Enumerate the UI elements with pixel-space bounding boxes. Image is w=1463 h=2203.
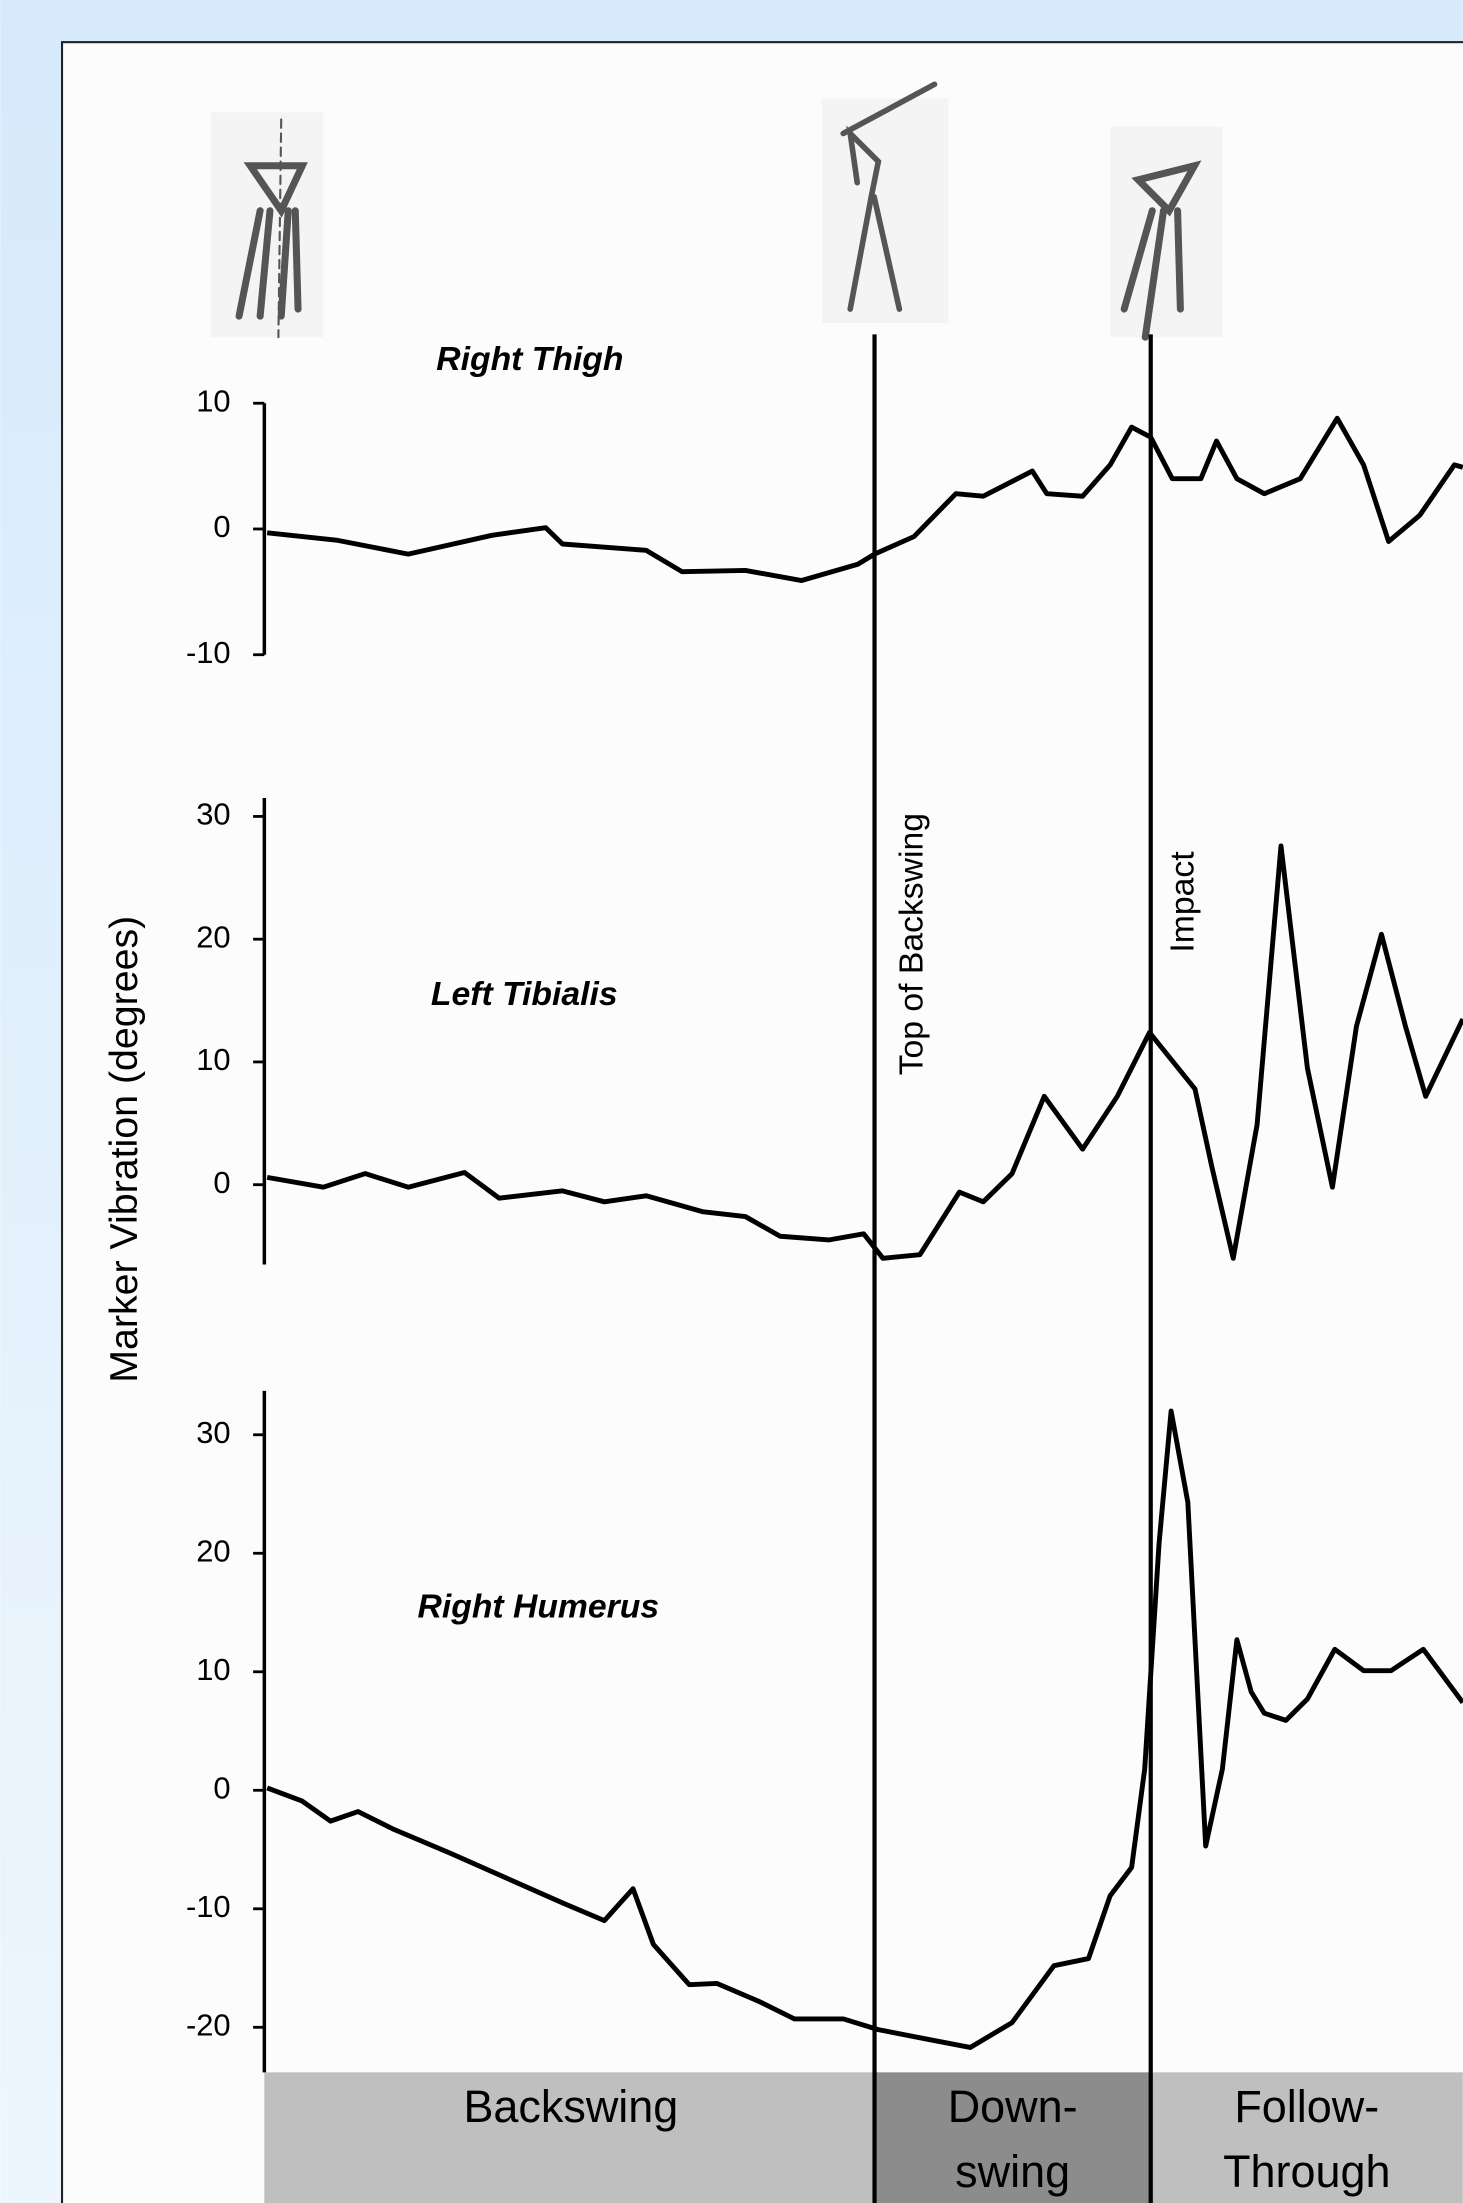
data-line (266, 843, 1463, 1261)
y-tick-label: 0 (213, 1165, 230, 1200)
golfer-figures (210, 81, 1223, 341)
phase-label: Down- (948, 2081, 1078, 2132)
y-tick-label: -20 (186, 2007, 231, 2042)
panel (60, 41, 1463, 2203)
y-tick-label: 30 (196, 797, 230, 832)
panel-title: Right Humerus (418, 1588, 660, 1626)
y-tick-label: -10 (186, 635, 231, 670)
phase-label: Follow- (1234, 2081, 1379, 2132)
y-tick-label: -10 (186, 1889, 231, 1924)
panel-title: Right Thigh (436, 340, 623, 378)
y-tick-label: 20 (196, 919, 230, 954)
phase-band (1150, 2072, 1463, 2203)
y-tick-label: 0 (213, 509, 230, 544)
phase-band (264, 2072, 875, 2203)
data-line (266, 1408, 1463, 2050)
phase-label: Through (1223, 2146, 1390, 2197)
y-tick-label: 30 (196, 1415, 230, 1450)
y-tick-label: 0 (213, 1770, 230, 1805)
phase-label: swing (955, 2146, 1070, 2197)
y-tick-label: 10 (196, 1652, 230, 1687)
event-label: Impact (1164, 851, 1202, 953)
y-tick-label: 10 (196, 1042, 230, 1077)
event-label: Top of Backswing (892, 813, 930, 1075)
phase-label: Backswing (463, 2081, 678, 2132)
y-tick-label: 20 (196, 1533, 230, 1568)
data-line (266, 415, 1463, 583)
phase-band (874, 2072, 1151, 2203)
y-tick-label: 10 (196, 383, 230, 418)
y-axis-label: Marker Vibration (degrees) (102, 916, 146, 1383)
panel-title: Left Tibialis (431, 975, 618, 1013)
